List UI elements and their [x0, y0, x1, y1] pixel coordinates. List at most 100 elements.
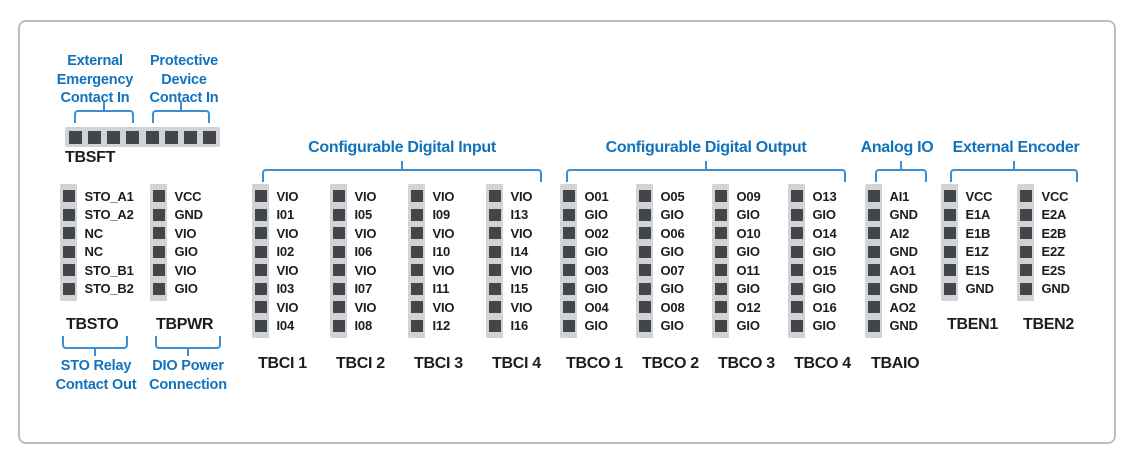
pin-square-icon [410, 227, 423, 240]
pin-row: VIO [408, 298, 463, 317]
pin-row: I03 [252, 280, 307, 299]
pin-row: O16 [788, 298, 851, 317]
pin-row: E1A [941, 206, 998, 225]
pin-square-icon [410, 264, 423, 277]
pin-label: VCC [1041, 188, 1069, 204]
external-emergency-contact-label: External Emergency Contact In [56, 53, 134, 106]
pin-square-icon [126, 130, 140, 144]
pin-label: GIO [736, 318, 760, 334]
tbci3-terminal-strip: VIO I09 VIO I10 VIO I11 VIO I12 [408, 184, 463, 338]
pin-square-icon [714, 319, 727, 332]
pin-square-icon [638, 282, 651, 295]
pin-label: I10 [432, 244, 451, 260]
pin-square-icon [332, 319, 345, 332]
pin-row: GND [150, 206, 213, 225]
pin-label: AI2 [889, 225, 910, 241]
pin-row: GIO [560, 206, 623, 225]
pin-label: GIO [812, 318, 836, 334]
pin-square-icon [152, 264, 165, 277]
pin-square-icon [152, 190, 165, 203]
pin-square-icon [488, 245, 501, 258]
pin-row: GIO [788, 317, 851, 336]
pin-row: GIO [788, 280, 851, 299]
pin-row: GIO [636, 206, 699, 225]
pin-square-icon [69, 130, 82, 144]
sto-relay-brace [62, 336, 128, 356]
pin-row: GND [865, 243, 919, 262]
pin-square-icon [867, 208, 880, 221]
pin-square-icon [790, 319, 803, 332]
pin-label: VIO [510, 225, 533, 241]
pin-label: I06 [354, 244, 373, 260]
pin-square-icon [410, 208, 423, 221]
tbco1-terminal-strip: O01 GIO O02 GIO O03 GIO O04 GIO [560, 184, 623, 338]
pin-square-icon [410, 245, 423, 258]
pin-square-icon [790, 264, 803, 277]
pin-square-icon [790, 282, 803, 295]
emergency-contact-brace [74, 102, 134, 123]
pin-label: GIO [174, 281, 198, 297]
tbco1-block: O01 GIO O02 GIO O03 GIO O04 GIO TBCO 1 [560, 184, 623, 373]
pin-label: GIO [660, 244, 684, 260]
pin-row: E1Z [941, 243, 998, 262]
pin-label: O02 [584, 225, 609, 241]
pin-row: I15 [486, 280, 541, 299]
pin-label: GIO [812, 207, 836, 223]
pin-row: GIO [560, 280, 623, 299]
pin-label: VIO [276, 225, 299, 241]
pin-row: I14 [486, 243, 541, 262]
pin-label: GIO [660, 281, 684, 297]
digital-output-brace [566, 161, 846, 182]
pin-row: VIO [486, 224, 541, 243]
pin-square-icon [332, 190, 345, 203]
pin-row: VIO [486, 187, 541, 206]
tben1-block: VCC E1A E1B E1Z E1S GND TBEN1 [941, 184, 998, 334]
pin-square-icon [943, 190, 956, 203]
pin-label: GIO [736, 281, 760, 297]
pin-row: GND [1017, 280, 1074, 299]
pin-row: I07 [330, 280, 385, 299]
pin-row: I02 [252, 243, 307, 262]
pin-label: I12 [432, 318, 451, 334]
pin-row: I09 [408, 206, 463, 225]
pin-square-icon [562, 245, 575, 258]
pin-square-icon [714, 227, 727, 240]
tbsft-terminal-strip [65, 127, 220, 147]
pin-square-icon [638, 227, 651, 240]
tbci3-block: VIO I09 VIO I10 VIO I11 VIO I12 TBCI 3 [408, 184, 463, 373]
pin-square-icon [62, 282, 75, 295]
tbco3-terminal-strip: O09 GIO O10 GIO O11 GIO O12 GIO [712, 184, 775, 338]
pin-square-icon [488, 301, 501, 314]
tbci2-block: VIO I05 VIO I06 VIO I07 VIO I08 TBCI 2 [330, 184, 385, 373]
pin-label: O06 [660, 225, 685, 241]
pin-label: GIO [584, 281, 608, 297]
pin-row: I04 [252, 317, 307, 336]
pin-square-icon [867, 264, 880, 277]
pin-row: E2Z [1017, 243, 1074, 262]
pin-label: VIO [354, 225, 377, 241]
tben1-name: TBEN1 [947, 316, 998, 333]
pin-square-icon [183, 130, 197, 144]
pin-square-icon [152, 208, 165, 221]
pin-label: O04 [584, 299, 609, 315]
pin-square-icon [254, 264, 267, 277]
pin-row: O04 [560, 298, 623, 317]
pin-square-icon [867, 301, 880, 314]
tbco2-terminal-strip: O05 GIO O06 GIO O07 GIO O08 GIO [636, 184, 699, 338]
pin-row: GIO [788, 243, 851, 262]
pin-label: GND [889, 244, 918, 260]
pin-label: VIO [432, 225, 455, 241]
digital-input-brace [262, 161, 542, 182]
pin-square-icon [562, 227, 575, 240]
pin-square-icon [867, 245, 880, 258]
pin-square-icon [202, 130, 216, 144]
pin-row: O11 [712, 261, 775, 280]
pin-label: I05 [354, 207, 373, 223]
pin-label: O15 [812, 262, 837, 278]
pin-label: AO2 [889, 299, 916, 315]
pin-row: AO2 [865, 298, 919, 317]
pin-row: GND [865, 206, 919, 225]
tbaio-block: AI1 GND AI2 GND AO1 GND AO2 GND TBAIO [865, 184, 920, 373]
pin-row: VIO [486, 261, 541, 280]
pin-label: O11 [736, 262, 760, 278]
